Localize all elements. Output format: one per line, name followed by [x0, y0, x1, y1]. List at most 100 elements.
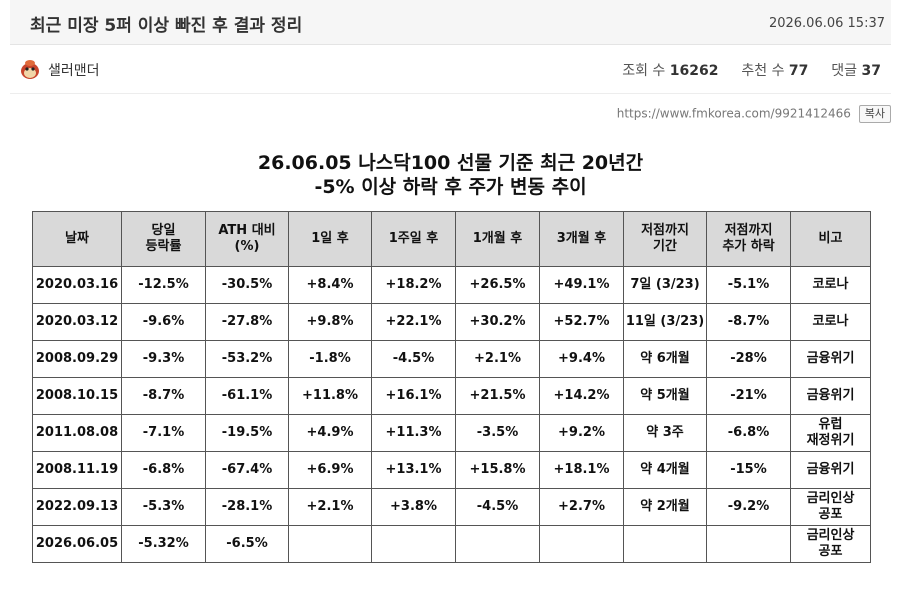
column-header-line: ATH 대비 [218, 223, 276, 238]
table-cell: +11.3% [371, 414, 456, 452]
table-cell: +18.1% [539, 451, 624, 489]
column-header-line: 비고 [818, 231, 843, 246]
avatar-icon[interactable] [18, 57, 42, 81]
table-row: 2008.11.19 -6.8% -67.4% +6.9% +13.1% +15.8% +1… [32, 451, 871, 489]
table-cell: +15.8% [455, 451, 540, 489]
table-cell: -28.1% [205, 488, 289, 526]
table-cell: +16.1% [371, 377, 456, 415]
author-row: 샐러맨더 조회 수 16262 추천 수 77 댓글 37 [10, 45, 891, 94]
table-cell: +8.4% [288, 266, 372, 304]
table-cell: +6.9% [288, 451, 372, 489]
post-url-row: https://www.fmkorea.com/9921412466 복사 [617, 105, 891, 123]
table-cell: 코로나 [790, 266, 871, 304]
table-cell: +9.8% [288, 303, 372, 341]
table-cell: -6.5% [205, 525, 289, 563]
column-header: 1일 후 [288, 211, 372, 267]
table-cell: 2008.09.29 [32, 340, 122, 378]
table-cell: +14.2% [539, 377, 624, 415]
table-row: 2008.09.29 -9.3% -53.2% -1.8% -4.5% +2.1% +9.4… [32, 340, 871, 378]
table-cell: +21.5% [455, 377, 540, 415]
table-cell: -8.7% [706, 303, 791, 341]
table-cell [288, 525, 372, 563]
table-cell: 금리인상 공포 [790, 488, 871, 526]
table-cell: 2008.11.19 [32, 451, 122, 489]
table-cell [706, 525, 791, 563]
table-row: 2008.10.15 -8.7% -61.1% +11.8% +16.1% +21.5% +… [32, 377, 871, 415]
table-cell: -61.1% [205, 377, 289, 415]
column-header-line: 기간 [653, 239, 677, 254]
post-url[interactable]: https://www.fmkorea.com/9921412466 [616, 106, 851, 121]
table-cell: +9.2% [539, 414, 624, 452]
column-header-line: 3개월 후 [556, 231, 607, 246]
views-label: 조회 수 [622, 63, 666, 79]
column-header: ATH 대비 (%) [205, 211, 289, 267]
table-cell: +13.1% [371, 451, 456, 489]
table-cell: 약 3주 [623, 414, 707, 452]
table-cell: 금리인상 공포 [790, 525, 871, 563]
table-cell: -67.4% [205, 451, 289, 489]
table-cell: +4.9% [288, 414, 372, 452]
table-cell: -8.7% [121, 377, 206, 415]
copy-url-button[interactable]: 복사 [858, 105, 891, 123]
table-cell: +22.1% [371, 303, 456, 341]
column-header: 저점까지 기간 [623, 211, 707, 267]
table-cell: -15% [706, 451, 791, 489]
comments-label: 댓글 [831, 63, 858, 79]
column-header-line: 저점까지 [724, 223, 773, 238]
column-header-line: 날짜 [65, 231, 89, 246]
table-cell: -4.5% [455, 488, 540, 526]
column-header: 1개월 후 [455, 211, 540, 267]
column-header-line: (%) [234, 239, 260, 254]
table-cell: -5.32% [121, 525, 206, 563]
column-header-line: 등락률 [145, 239, 182, 254]
comments-count: 37 [861, 63, 881, 79]
author-name[interactable]: 샐러맨더 [48, 63, 100, 79]
likes-label: 추천 수 [741, 63, 785, 79]
column-header-line: 1일 후 [311, 231, 349, 246]
table-cell: -21% [706, 377, 791, 415]
column-header: 3개월 후 [539, 211, 624, 267]
table-title-line2: -5% 이상 하락 후 주가 변동 추이 [314, 176, 587, 198]
table-cell: -7.1% [121, 414, 206, 452]
table-row: 2022.09.13 -5.3% -28.1% +2.1% +3.8% -4.5% +2.7… [32, 488, 871, 526]
table-cell: 2026.06.05 [32, 525, 122, 563]
table-cell: -5.1% [706, 266, 791, 304]
likes-count: 77 [788, 63, 809, 79]
post-title: 최근 미장 5퍼 이상 빠진 후 결과 정리 [30, 16, 303, 36]
table-cell [455, 525, 540, 563]
table-cell: -19.5% [205, 414, 289, 452]
table-cell: 2020.03.16 [32, 266, 122, 304]
table-cell: -9.2% [706, 488, 791, 526]
table-row: 2020.03.12 -9.6% -27.8% +9.8% +22.1% +30.2% +5… [32, 303, 871, 341]
table-cell: +2.1% [288, 488, 372, 526]
table-cell: -5.3% [121, 488, 206, 526]
column-header-line: 저점까지 [641, 223, 689, 238]
table-cell: 2022.09.13 [32, 488, 122, 526]
table-cell: 약 5개월 [623, 377, 707, 415]
drop-history-table: 날짜 당일 등락률 ATH 대비 (%) 1일 후 1주일 후 1개월 후 3개월 후 저점까지 기… [32, 211, 871, 563]
table-cell: -27.8% [205, 303, 289, 341]
table-cell: 2020.03.12 [32, 303, 122, 341]
table-cell: 약 4개월 [623, 451, 707, 489]
table-cell: -9.3% [121, 340, 206, 378]
table-cell: -4.5% [371, 340, 456, 378]
table-cell: -1.8% [288, 340, 372, 378]
table-cell: 약 2개월 [623, 488, 707, 526]
table-cell: 금융위기 [790, 377, 871, 415]
column-header: 당일 등락률 [121, 211, 206, 267]
column-header-line: 1주일 후 [388, 231, 439, 246]
table-cell: 약 6개월 [623, 340, 707, 378]
table-cell: 금융위기 [790, 340, 871, 378]
column-header: 비고 [790, 211, 871, 267]
table-cell: +18.2% [371, 266, 456, 304]
table-cell: -9.6% [121, 303, 206, 341]
table-cell: 금융위기 [790, 451, 871, 489]
table-cell: 7일 (3/23) [623, 266, 707, 304]
table-cell: +9.4% [539, 340, 624, 378]
table-row: 2020.03.16 -12.5% -30.5% +8.4% +18.2% +26.5% +… [32, 266, 871, 304]
table-cell [623, 525, 707, 563]
table-cell: +30.2% [455, 303, 540, 341]
table-title-line1: 26.06.05 나스닥100 선물 기준 최근 20년간 [257, 152, 644, 174]
table-cell: -12.5% [121, 266, 206, 304]
column-header-line: 당일 [151, 223, 176, 238]
